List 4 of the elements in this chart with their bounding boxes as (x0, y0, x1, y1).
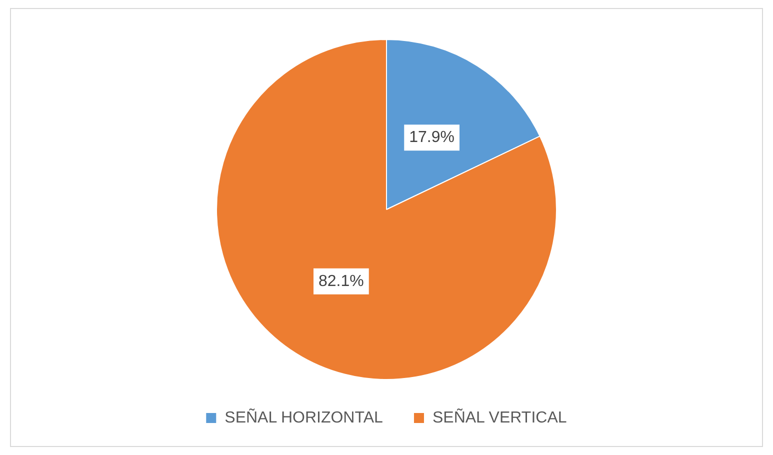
legend-label: SEÑAL VERTICAL (432, 407, 567, 426)
legend-label: SEÑAL HORIZONTAL (224, 407, 383, 426)
data-label: 17.9% (409, 128, 455, 146)
data-label: 82.1% (318, 272, 364, 290)
